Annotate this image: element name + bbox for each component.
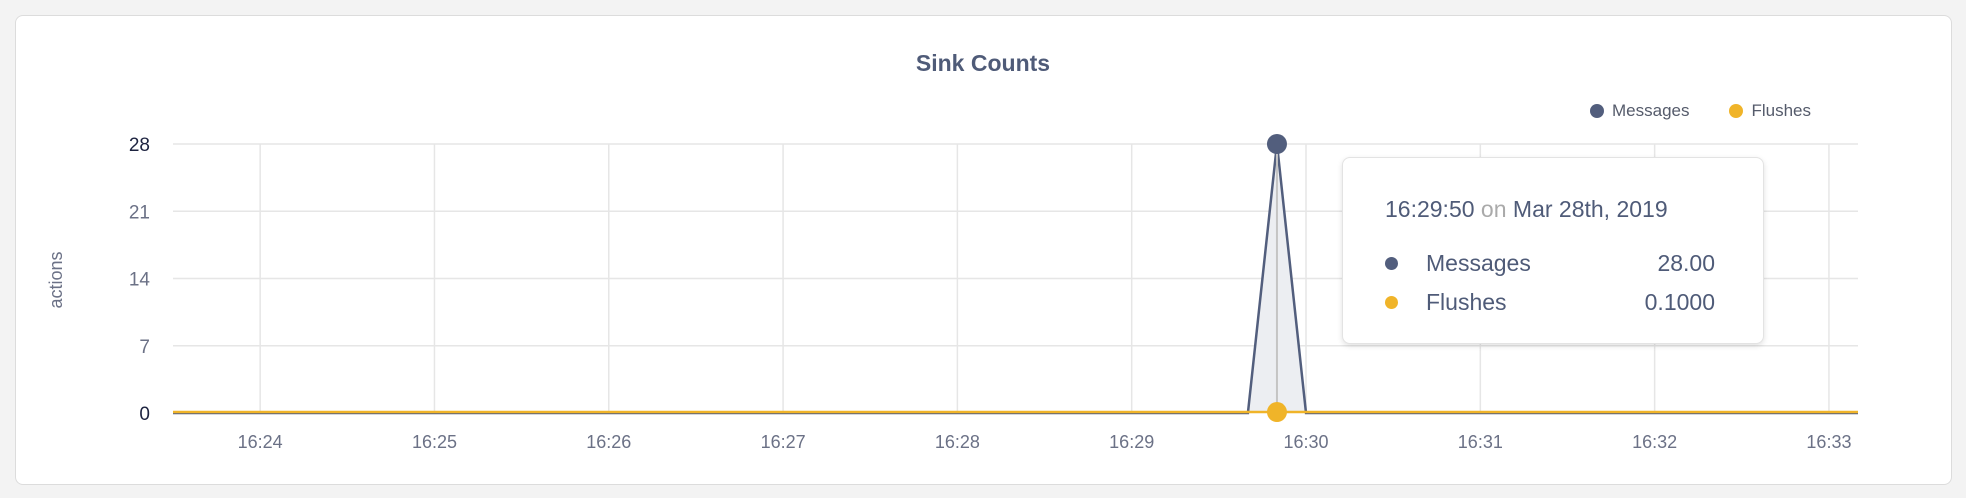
tooltip-date: Mar 28th, 2019 — [1512, 196, 1668, 222]
x-tick-label: 16:24 — [238, 432, 283, 452]
legend-item-messages[interactable]: Messages — [1590, 101, 1689, 121]
y-tick-label: 28 — [129, 135, 150, 156]
x-tick-label: 16:28 — [935, 432, 980, 452]
legend-label: Flushes — [1751, 101, 1812, 120]
tooltip-time: 16:29:50 — [1385, 196, 1475, 222]
messages-dot-icon — [1590, 104, 1604, 118]
tooltip: 16:29:50 on Mar 28th, 2019 Messages 28.0… — [1342, 157, 1764, 344]
messages-dot-icon — [1385, 257, 1398, 270]
x-tick-label: 16:33 — [1806, 432, 1851, 452]
x-tick-label: 16:32 — [1632, 432, 1677, 452]
flushes-hover-point — [1266, 402, 1287, 423]
legend: Messages Flushes — [1590, 101, 1811, 121]
y-tick-label: 7 — [139, 337, 150, 358]
legend-label: Messages — [1612, 101, 1690, 120]
x-tick-label: 16:25 — [412, 432, 457, 452]
y-tick-label: 0 — [139, 404, 150, 425]
y-tick-label: 21 — [129, 202, 150, 223]
legend-item-flushes[interactable]: Flushes — [1729, 101, 1811, 121]
x-tick-label: 16:30 — [1283, 432, 1328, 452]
tooltip-on: on — [1480, 196, 1507, 222]
tooltip-label: Messages — [1426, 250, 1531, 276]
x-tick-label: 16:27 — [761, 432, 806, 452]
tooltip-header: 16:29:50 on Mar 28th, 2019 — [1385, 196, 1668, 223]
tooltip-value: 0.1000 — [1644, 289, 1715, 315]
x-tick-label: 16:29 — [1109, 432, 1154, 452]
flushes-dot-icon — [1729, 104, 1744, 118]
tooltip-label: Flushes — [1426, 289, 1507, 315]
x-tick-label: 16:31 — [1458, 432, 1503, 452]
tooltip-row-flushes: Flushes 0.1000 — [1385, 289, 1715, 316]
x-tick-label: 16:26 — [586, 432, 631, 452]
y-axis-label: actions — [46, 251, 66, 308]
tooltip-value: 28.00 — [1657, 250, 1715, 276]
chart-title: Sink Counts — [915, 50, 1051, 76]
y-tick-label: 14 — [129, 270, 151, 291]
messages-hover-point — [1266, 134, 1287, 154]
tooltip-row-messages: Messages 28.00 — [1385, 250, 1715, 277]
flushes-dot-icon — [1385, 296, 1398, 309]
